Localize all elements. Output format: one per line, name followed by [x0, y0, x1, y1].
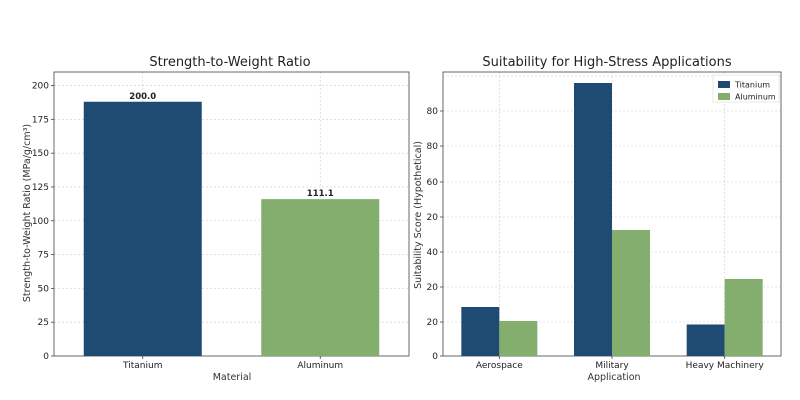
- bar-titanium-military: [574, 83, 612, 356]
- strength-chart: Strength-to-Weight Ratio Material Streng…: [22, 55, 410, 383]
- y-tick-label: 25: [38, 318, 49, 328]
- y-tick-label: 40: [427, 248, 439, 258]
- y-tick-label: 150: [32, 149, 49, 159]
- y-tick-label: 200: [32, 82, 49, 92]
- x-axis-label-strength: Material: [213, 372, 252, 383]
- bar-value-label: 200.0: [129, 92, 156, 102]
- y-tick-label: 20: [427, 318, 439, 328]
- plot-frame: [53, 71, 410, 357]
- y-tick-label: 80: [427, 107, 439, 117]
- y-tick-label: 175: [32, 115, 49, 125]
- legend: Titanium Aluminum: [712, 74, 780, 103]
- x-tick-label: Heavy Machinery: [686, 361, 765, 371]
- y-tick-label: 0: [43, 352, 49, 362]
- legend-label: Titanium: [734, 81, 770, 90]
- y-tick-label: 75: [38, 251, 49, 261]
- x-tick-label: Titanium: [122, 361, 162, 371]
- y-axis-label-suitability: Suitability Score (Hypothetical): [413, 141, 424, 289]
- y-tick-label: 20: [427, 213, 439, 223]
- bar-titanium-heavy-machinery: [686, 324, 725, 356]
- suitability-chart: Suitability for High-Stress Applications…: [413, 55, 782, 383]
- y-tick-label: 0: [432, 352, 438, 362]
- chart-title-suitability: Suitability for High-Stress Applications: [482, 55, 731, 70]
- bar-aluminum-military: [612, 230, 650, 356]
- bar-titanium: [83, 101, 202, 356]
- y-tick-label: 50: [38, 284, 50, 294]
- legend-swatch: [718, 93, 730, 100]
- x-tick-label: Military: [595, 361, 629, 371]
- bar-aluminum: [261, 199, 380, 356]
- y-tick-label: 60: [427, 178, 439, 188]
- y-tick-label: 20: [427, 283, 439, 293]
- bar-aluminum-heavy-machinery: [724, 279, 763, 356]
- y-tick-label: 125: [32, 183, 49, 193]
- bar-titanium-aerospace: [461, 307, 500, 356]
- legend-label: Aluminum: [735, 93, 776, 102]
- y-tick-label: 100: [32, 217, 49, 227]
- x-tick-label: Aerospace: [476, 361, 523, 371]
- chart-title-strength: Strength-to-Weight Ratio: [149, 55, 310, 70]
- y-axis-label-strength: Strength-to-Weight Ratio (MPa/g/cm³): [22, 124, 33, 302]
- bar-value-label: 111.1: [307, 189, 334, 199]
- x-tick-label: Aluminum: [297, 361, 343, 371]
- legend-swatch: [718, 81, 730, 88]
- bar-aluminum-aerospace: [499, 321, 538, 356]
- y-tick-label: 80: [427, 142, 439, 152]
- x-axis-label-suitability: Application: [587, 372, 640, 383]
